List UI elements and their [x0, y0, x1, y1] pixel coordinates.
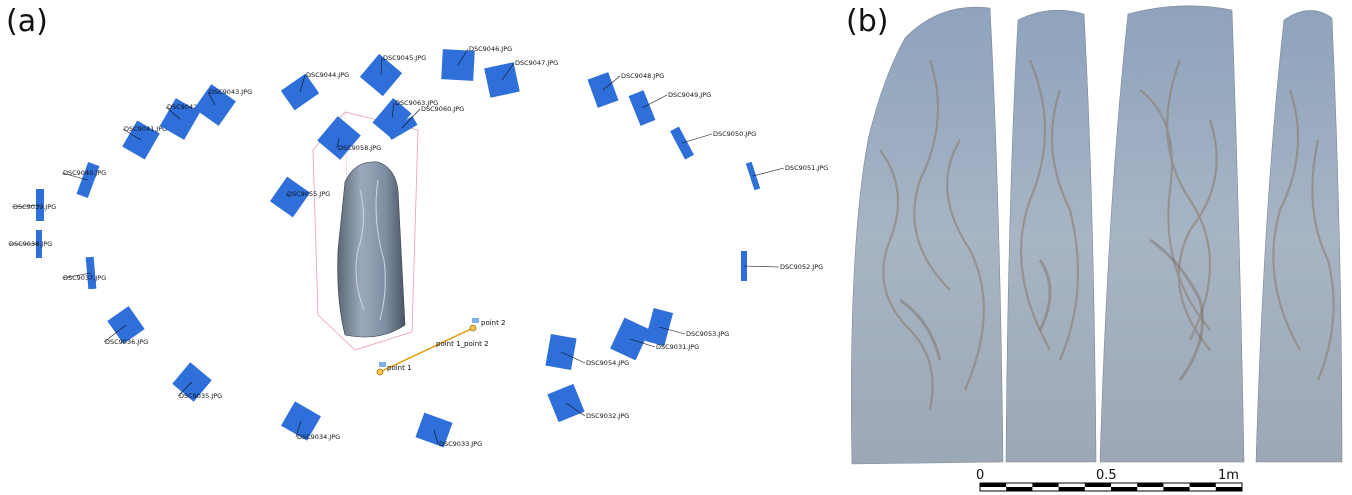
camera-label: DSC9045.JPG: [383, 54, 426, 62]
camera-leader-line: [433, 429, 439, 445]
camera-reconstruction-view: DSC9044.JPG DSC9045.JPG DSC9046.JPGDSC9047…: [8, 45, 828, 448]
camera-label: DSC9032.JPG: [586, 412, 629, 420]
scale-segment: [1058, 487, 1085, 491]
camera-label: DSC9063.JPG: [395, 99, 438, 107]
camera-label: DSC9043.JPG: [209, 88, 252, 96]
camera-label: DSC9044.JPG: [306, 71, 349, 79]
camera-leader-line: [752, 167, 785, 177]
camera-leader-line: [501, 62, 515, 81]
camera-label: DSC9050.JPG: [713, 130, 756, 138]
scale-segment: [1111, 487, 1138, 491]
camera-label: DSC9048.JPG: [621, 72, 664, 80]
camera-label: DSC9038.JPG: [9, 240, 52, 248]
scale-segment: [1163, 487, 1190, 491]
camera-label: DSC9035.JPG: [179, 392, 222, 400]
point-1-label: point 1: [387, 364, 412, 372]
scale-label-1m: 1m: [1218, 468, 1239, 483]
camera-label: DSC9040.JPG: [63, 169, 106, 177]
camera-label: DSC9054.JPG: [586, 359, 629, 367]
camera-leader-line: [602, 75, 621, 91]
panel-a-letter: (a): [6, 4, 48, 39]
scale-segment: [1137, 483, 1164, 487]
camera-label: DSC9052.JPG: [780, 263, 823, 271]
scale-segment: [980, 483, 1007, 487]
camera-leader-line: [177, 381, 193, 397]
camera-leader-line: [565, 402, 586, 417]
measure-line: [379, 327, 474, 373]
camera-leader-line: [61, 172, 89, 181]
scale-segment: [1084, 483, 1111, 487]
camera-label: DSC9058.JPG: [338, 144, 381, 152]
point-2-label: point 2: [481, 319, 506, 327]
camera-leader-line: [629, 338, 656, 348]
camera-leader-line: [122, 128, 142, 141]
scale-bar: 0 0.5 1m: [976, 468, 1243, 492]
camera-leader-line: [299, 74, 306, 93]
camera-label: DSC9055.JPG: [287, 190, 330, 198]
camera-label: DSC9039.JPG: [13, 203, 56, 211]
camera-leader-line: [295, 420, 302, 438]
camera-label: DSC9033.JPG: [439, 440, 482, 448]
camera-leader-line: [285, 193, 291, 198]
stone-model: [337, 161, 406, 338]
panel-b-letter: (b): [846, 4, 889, 39]
scale-segment: [1006, 487, 1033, 491]
measure-line-label: point 1_point 2: [436, 340, 489, 348]
camera-label: DSC9053.JPG: [686, 330, 729, 338]
stone-face-3: [1099, 5, 1245, 463]
camera-leader-line: [457, 48, 469, 66]
scale-label-0: 0: [976, 468, 984, 483]
camera-leader-line: [103, 324, 127, 343]
camera-leader-line: [641, 94, 668, 109]
camera-label: DSC9047.JPG: [515, 59, 558, 67]
camera-label: DSC9049.JPG: [668, 91, 711, 99]
camera-label: DSC9051.JPG: [785, 164, 828, 172]
camera-leader-line: [165, 106, 181, 120]
carving-pattern: [879, 59, 1335, 411]
stone-face-2: [1005, 9, 1097, 463]
camera-leader-line: [560, 351, 586, 364]
camera-leader-line: [658, 326, 686, 335]
stone-face-1: [851, 6, 1004, 465]
camera-label: DSC9031.JPG: [656, 343, 699, 351]
camera-label: DSC9060.JPG: [421, 105, 464, 113]
camera-leader-line: [11, 204, 41, 208]
scale-segment: [1189, 483, 1216, 487]
point-1-flag-icon: [379, 362, 386, 367]
scale-segment: [1215, 487, 1242, 491]
stone-faces-view: 0 0.5 1m: [851, 5, 1343, 492]
camera-label: DSC9046.JPG: [469, 45, 512, 53]
camera-leader-line: [336, 137, 340, 149]
camera-label: DSC9036.JPG: [105, 338, 148, 346]
camera-leader-line: [401, 108, 421, 129]
camera-leader-line: [743, 265, 780, 268]
camera-leader-line: [61, 272, 92, 279]
camera-leader-line: [391, 102, 395, 119]
point-2-flag-icon: [472, 318, 479, 323]
scale-segment: [1032, 483, 1059, 487]
camera-label: DSC9037.JPG: [63, 274, 106, 282]
stone-face-4: [1255, 10, 1343, 463]
camera-label: DSC9034.JPG: [297, 433, 340, 441]
camera-leader-line: [681, 133, 713, 144]
camera-leader-line: [207, 91, 216, 106]
point-2-marker: [469, 324, 477, 332]
camera-leader-line: [380, 57, 383, 76]
camera-label: DSC9041.JPG: [124, 125, 167, 133]
point-1-marker: [376, 368, 384, 376]
scale-label-half: 0.5: [1096, 468, 1117, 483]
camera-label: DSC9042.JPG: [167, 103, 210, 111]
